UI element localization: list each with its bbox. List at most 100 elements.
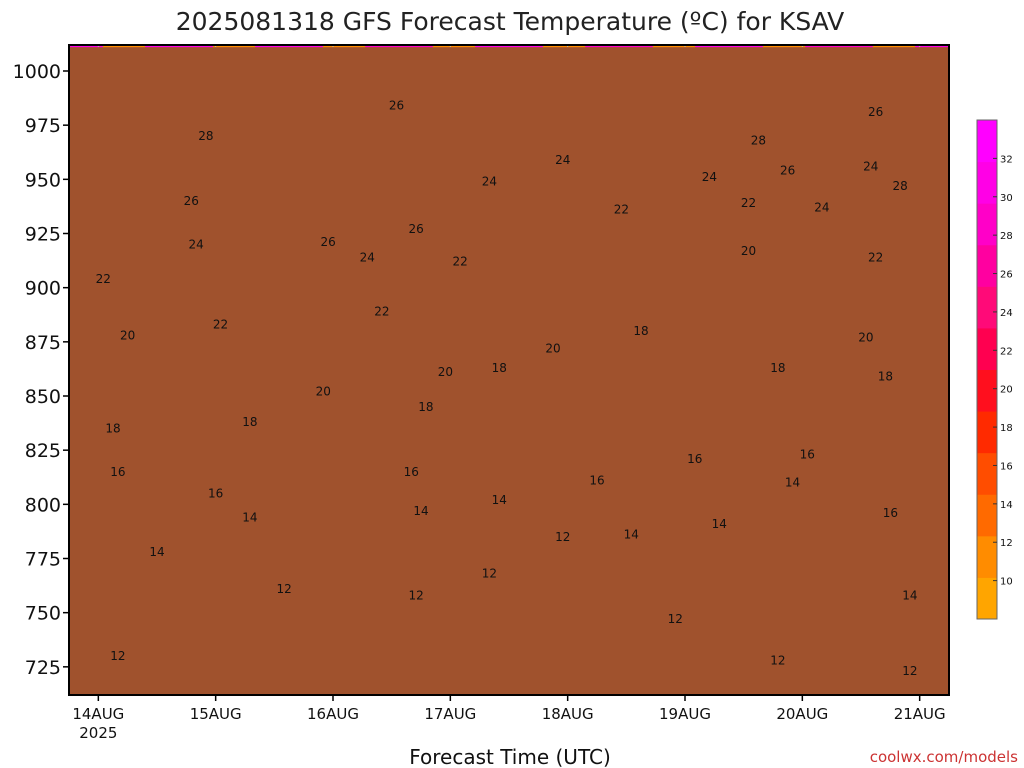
contour-label: 24	[188, 237, 203, 251]
contour-label: 16	[687, 452, 702, 466]
y-tick-label: 750	[25, 603, 61, 625]
contour-label: 16	[883, 506, 898, 520]
x-tick-label: 18AUG	[542, 705, 594, 723]
colorbar-swatch	[977, 535, 997, 578]
contour-label: 26	[868, 105, 883, 119]
x-tick-label: 17AUG	[424, 705, 476, 723]
x-axis-label: Forecast Time (UTC)	[409, 745, 611, 768]
colorbar-tick-label: 26	[1000, 270, 1013, 281]
contour-label: 24	[702, 170, 717, 184]
contour-label: 14	[413, 504, 428, 518]
colorbar-swatch	[977, 452, 997, 495]
x-tick-label: 19AUG	[659, 705, 711, 723]
contour-label: 20	[120, 328, 135, 342]
colorbar-swatch	[977, 161, 997, 204]
contour-label: 26	[389, 99, 404, 113]
contour-label: 24	[482, 175, 497, 189]
contour-label: 22	[96, 272, 111, 286]
contour-label: 18	[242, 415, 257, 429]
contour-label: 12	[482, 567, 497, 581]
x-tick-label: 21AUG	[894, 705, 946, 723]
colorbar-swatch	[977, 286, 997, 329]
contour-label: 12	[770, 653, 785, 667]
contour-label: 12	[408, 588, 423, 602]
colorbar-tick-label: 14	[1000, 500, 1013, 511]
colorbar-tick-label: 12	[1000, 538, 1013, 549]
contour-label: 12	[902, 664, 917, 678]
contour-label: 26	[320, 235, 335, 249]
colorbar-swatch	[977, 494, 997, 537]
colorbar-tick-label: 32	[1000, 154, 1013, 165]
contour-label: 20	[545, 341, 560, 355]
y-tick-label: 725	[25, 657, 61, 679]
contour-label: 18	[633, 324, 648, 338]
contour-label: 12	[555, 530, 570, 544]
contour-label: 24	[360, 250, 375, 264]
y-tick-label: 975	[25, 115, 61, 137]
contour-label: 18	[105, 422, 120, 436]
contour-label: 20	[438, 365, 453, 379]
contour-label: 16	[589, 474, 604, 488]
contour-label: 20	[741, 244, 756, 258]
contour-label: 18	[492, 361, 507, 375]
x-tick-label: 15AUG	[190, 705, 242, 723]
contour-label: 22	[374, 305, 389, 319]
contour-label: 26	[184, 194, 199, 208]
contour-label: 14	[624, 528, 639, 542]
colorbar-swatch	[977, 411, 997, 454]
ground-band	[69, 47, 949, 695]
y-tick-label: 1000	[13, 61, 61, 83]
contour-label: 12	[276, 582, 291, 596]
y-tick-label: 775	[25, 549, 61, 571]
x-tick-label: 16AUG	[307, 705, 359, 723]
colorbar-tick-label: 28	[1000, 231, 1013, 242]
y-tick-label: 875	[25, 332, 61, 354]
colorbar-tick-label: 10	[1000, 577, 1013, 588]
y-axis: 725 750 775 800 825 850 875 900 925 950 975 1000	[13, 61, 69, 679]
contour-label: 20	[316, 385, 331, 399]
colorbar-frame	[976, 119, 998, 620]
y-tick-label: 950	[25, 169, 61, 191]
contour-label: 14	[712, 517, 727, 531]
y-tick-label: 925	[25, 224, 61, 246]
colorbar-swatch	[977, 369, 997, 412]
contour-label: 24	[814, 201, 829, 215]
colorbar-swatch	[977, 120, 997, 163]
contour-label: 22	[452, 255, 467, 269]
y-tick-label: 900	[25, 278, 61, 300]
colorbar-tick-label: 24	[1000, 308, 1013, 319]
contour-label: 14	[492, 493, 507, 507]
colorbar-tick-label: 16	[1000, 461, 1013, 472]
contour-label: 16	[404, 465, 419, 479]
y-tick-label: 800	[25, 494, 61, 516]
contour-label: 14	[242, 510, 257, 524]
contour-label: 18	[770, 361, 785, 375]
x-tick-label: 20AUG	[776, 705, 828, 723]
contour-label: 14	[902, 588, 917, 602]
colorbar-tick-label: 30	[1000, 193, 1013, 204]
x-tick-label: 14AUG	[72, 705, 124, 723]
colorbar-swatch	[977, 577, 997, 620]
chart-title: 2025081318 GFS Forecast Temperature (ºC)…	[176, 7, 845, 36]
colorbar-tick-label: 18	[1000, 423, 1013, 434]
contour-label: 14	[149, 545, 164, 559]
contour-label: 24	[555, 153, 570, 167]
colorbar-swatch	[977, 327, 997, 370]
colorbar-swatch	[977, 244, 997, 287]
y-tick-label: 850	[25, 386, 61, 408]
ground-surface	[69, 47, 949, 695]
contour-label: 24	[863, 159, 878, 173]
contour-label: 20	[858, 331, 873, 345]
contour-label: 16	[800, 448, 815, 462]
contour-label: 28	[892, 179, 907, 193]
contour-label: 22	[741, 196, 756, 210]
contour-label: 14	[785, 476, 800, 490]
contour-label: 16	[110, 465, 125, 479]
contour-label: 28	[751, 133, 766, 147]
x-tick-sublabel: 2025	[79, 724, 117, 742]
contour-label: 28	[198, 129, 213, 143]
